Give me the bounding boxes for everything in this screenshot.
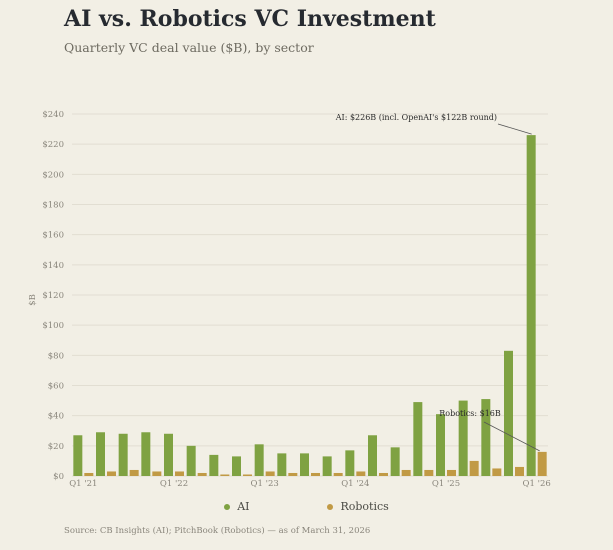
- bar-ai[interactable]: [504, 350, 513, 476]
- bars: [73, 135, 547, 476]
- bar-robotics[interactable]: [84, 472, 94, 476]
- legend-label-robotics: Robotics: [340, 500, 389, 513]
- x-tick-label: Q1 '25: [432, 479, 460, 489]
- annotation-ai-leader: [497, 123, 532, 135]
- bar-ai[interactable]: [118, 433, 128, 476]
- x-tick-label: Q1 '21: [69, 479, 97, 489]
- bar-ai[interactable]: [390, 447, 400, 476]
- annotations: AI: $226B (incl. OpenAI's $122B round) Ro…: [335, 113, 540, 452]
- legend-item-ai[interactable]: AI: [224, 500, 249, 513]
- legend-swatch-ai: [224, 503, 231, 510]
- bar-ai[interactable]: [141, 432, 151, 476]
- bar-ai[interactable]: [277, 453, 287, 476]
- legend-label-ai: AI: [237, 500, 250, 513]
- y-axis-ticks: $0 $20 $40 $60 $80 $100 $120 $140 $160 $180 $200 $2…: [42, 110, 64, 482]
- x-tick-label: Q1 '23: [251, 479, 279, 489]
- bar-ai[interactable]: [322, 456, 332, 476]
- bar-ai[interactable]: [186, 445, 196, 476]
- y-tick-label: $0: [53, 472, 64, 482]
- bar-ai[interactable]: [164, 433, 173, 476]
- bar-robotics[interactable]: [537, 451, 547, 476]
- y-tick-label: $100: [42, 321, 64, 331]
- bar-robotics[interactable]: [152, 471, 162, 476]
- bar-ai[interactable]: [368, 435, 377, 476]
- bar-ai[interactable]: [526, 135, 536, 476]
- bar-ai[interactable]: [209, 454, 219, 476]
- y-tick-label: $180: [42, 201, 64, 211]
- bar-robotics[interactable]: [311, 472, 320, 476]
- bar-robotics[interactable]: [243, 474, 252, 476]
- bar-robotics[interactable]: [447, 469, 456, 476]
- legend-swatch-robotics: [327, 503, 334, 510]
- bar-robotics[interactable]: [333, 472, 343, 476]
- legend-item-robotics[interactable]: Robotics: [327, 500, 389, 513]
- bar-ai[interactable]: [232, 456, 241, 476]
- annotation-robotics: Robotics: $16B: [439, 409, 501, 418]
- bar-ai[interactable]: [413, 402, 423, 476]
- source-note: Source: CB Insights (AI); PitchBook (Rob…: [64, 526, 371, 536]
- x-axis-ticks: Q1 '21 Q1 '22 Q1 '23 Q1 '24 Q1 '25 Q1 '26: [69, 479, 551, 489]
- bar-ai[interactable]: [300, 453, 309, 476]
- bar-ai[interactable]: [481, 399, 491, 476]
- y-tick-label: $20: [48, 442, 64, 452]
- bar-robotics[interactable]: [515, 466, 524, 476]
- bar-ai[interactable]: [458, 400, 468, 476]
- chart-subtitle: Quarterly VC deal value ($B), by sector: [64, 40, 314, 55]
- bar-robotics[interactable]: [265, 471, 275, 476]
- y-tick-label: $80: [48, 351, 64, 361]
- bar-robotics[interactable]: [107, 471, 116, 476]
- y-tick-label: $60: [48, 382, 64, 392]
- grid-lines: [72, 113, 548, 477]
- bar-robotics[interactable]: [129, 469, 139, 476]
- y-axis-label: $B: [28, 294, 38, 306]
- x-tick-label: Q1 '26: [523, 479, 551, 489]
- chart-area: $0 $20 $40 $60 $80 $100 $120 $140 $160 $180 $200 $2…: [28, 110, 551, 489]
- bar-robotics[interactable]: [175, 471, 184, 476]
- annotation-robotics-leader: [483, 421, 540, 452]
- bar-ai[interactable]: [436, 414, 445, 476]
- annotation-ai: AI: $226B (incl. OpenAI's $122B round): [335, 113, 497, 122]
- y-tick-label: $240: [42, 110, 64, 120]
- y-tick-label: $160: [42, 231, 64, 241]
- bar-robotics[interactable]: [469, 460, 479, 476]
- y-tick-label: $200: [42, 170, 64, 180]
- x-tick-label: Q1 '24: [341, 479, 369, 489]
- bar-robotics[interactable]: [288, 472, 298, 476]
- bar-robotics[interactable]: [492, 468, 502, 476]
- legend: AI Robotics: [0, 500, 613, 513]
- bar-robotics[interactable]: [356, 471, 366, 476]
- bar-ai[interactable]: [96, 432, 105, 476]
- bar-robotics[interactable]: [401, 469, 411, 476]
- bar-robotics[interactable]: [379, 472, 388, 476]
- bar-ai[interactable]: [254, 444, 264, 476]
- bar-robotics[interactable]: [197, 472, 207, 476]
- y-tick-label: $220: [42, 140, 64, 150]
- chart-title: AI vs. Robotics VC Investment: [64, 6, 436, 32]
- bar-ai[interactable]: [73, 435, 83, 476]
- bar-ai[interactable]: [345, 450, 355, 476]
- x-tick-label: Q1 '22: [160, 479, 188, 489]
- y-tick-label: $40: [48, 412, 64, 422]
- y-tick-label: $140: [42, 261, 64, 271]
- bar-robotics[interactable]: [220, 474, 230, 476]
- y-tick-label: $120: [42, 291, 64, 301]
- bar-robotics[interactable]: [424, 469, 434, 476]
